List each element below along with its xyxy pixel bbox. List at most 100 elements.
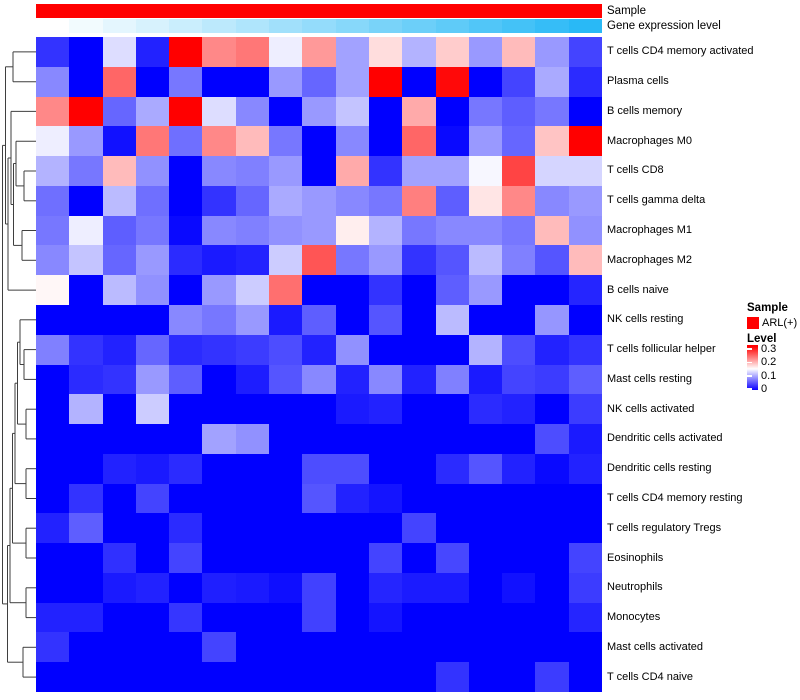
heatmap-cell [169,245,203,276]
heatmap-cell [502,126,536,157]
heatmap-cell [568,394,602,425]
legend-sample-swatch [747,317,759,329]
gene-expression-segment [502,19,536,33]
heatmap-cell [502,37,536,67]
heatmap-cell [535,543,569,573]
heatmap-cell [368,662,403,692]
heatmap-cell [235,245,270,276]
heatmap-cell [402,37,436,67]
heatmap-cell [568,215,602,246]
heatmap-cell [102,602,136,633]
heatmap-cell [335,513,369,544]
heatmap-cell [135,37,170,67]
heatmap-cell [69,66,103,97]
heatmap-cell [69,334,103,365]
heatmap-cell [535,483,569,514]
heatmap-cell [269,96,303,127]
heatmap-cell [235,602,270,633]
heatmap-cell [435,185,469,216]
heatmap-cell [269,37,303,67]
heatmap-cell [502,424,536,454]
heatmap-cell [36,513,70,544]
heatmap-cell [468,602,503,633]
heatmap-cell [202,483,236,514]
heatmap-cell [202,662,236,692]
heatmap-cell [302,483,336,514]
heatmap-cell [36,364,70,395]
heatmap-cell [402,394,436,425]
heatmap-cell [169,185,203,216]
heatmap-cell [135,156,170,186]
heatmap-cell [269,394,303,425]
heatmap-cell [69,96,103,127]
heatmap-cell [169,424,203,454]
gene-expression-segment [235,19,270,33]
legend-level-title: Level [747,333,777,345]
row-label: Plasma cells [607,75,669,88]
heatmap-cell [102,126,136,157]
heatmap-cell [568,275,602,305]
heatmap-cell [36,602,70,633]
heatmap-cell [502,156,536,186]
heatmap-cell [135,126,170,157]
heatmap-cell [202,334,236,365]
heatmap-cell [269,632,303,663]
gene-expression-segment [202,19,236,33]
heatmap-cell [36,304,70,335]
heatmap-cell [568,185,602,216]
heatmap-cell [102,453,136,484]
heatmap-cell [202,513,236,544]
heatmap-cell [502,66,536,97]
heatmap-cell [568,156,602,186]
heatmap-cell [535,215,569,246]
gene-expression-segment [169,19,203,33]
heatmap-cell [235,543,270,573]
heatmap-cell [202,185,236,216]
heatmap-cell [568,424,602,454]
heatmap-cell [269,185,303,216]
heatmap-cell [169,364,203,395]
heatmap-cell [269,602,303,633]
heatmap-cell [302,66,336,97]
heatmap-cell [69,602,103,633]
heatmap-cell [468,424,503,454]
heatmap-cell [502,334,536,365]
gene-expression-segment [335,19,369,33]
heatmap-cell [502,215,536,246]
heatmap-cell [335,364,369,395]
heatmap-cell [502,572,536,603]
heatmap-cell [135,424,170,454]
heatmap-cell [335,334,369,365]
heatmap-cell [502,662,536,692]
row-label: T cells follicular helper [607,343,716,356]
heatmap-cell [335,632,369,663]
heatmap-cell [535,245,569,276]
heatmap-cell [102,96,136,127]
heatmap-cell [535,185,569,216]
heatmap-cell [502,275,536,305]
heatmap-cell [502,632,536,663]
heatmap-cell [568,304,602,335]
heatmap-cell [568,334,602,365]
heatmap-cell [169,96,203,127]
legend-level-tick-label: 0.1 [761,369,777,382]
heatmap-cell [468,96,503,127]
legend-level-gradient-bar [747,345,758,390]
heatmap-cell [435,245,469,276]
heatmap-cell [169,215,203,246]
row-dendrogram [2,51,36,678]
heatmap-cell [302,364,336,395]
heatmap-cell [535,662,569,692]
heatmap-cell [535,96,569,127]
heatmap-cell [36,543,70,573]
heatmap-cell [69,453,103,484]
legend-level-tick-label: 0 [761,383,768,395]
heatmap-cell [568,543,602,573]
heatmap-cell [135,572,170,603]
heatmap-cell [36,662,70,692]
heatmap-cell [568,96,602,127]
heatmap-cell [169,602,203,633]
heatmap-cell [235,126,270,157]
heatmap-cell [568,66,602,97]
heatmap-cell [568,572,602,603]
